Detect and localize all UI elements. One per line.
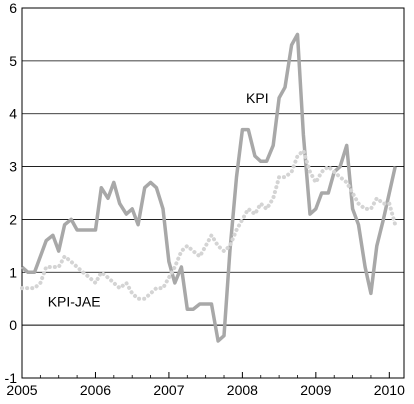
series-line-kpi-jae: [20, 148, 398, 301]
x-tick-label: 2006: [80, 382, 111, 398]
x-tick-label: 2010: [374, 382, 405, 398]
y-tick-label: 4: [9, 106, 17, 122]
x-tick-label: 2009: [300, 382, 331, 398]
y-tick-label: 0: [9, 317, 17, 333]
grid-lines: [22, 7, 404, 379]
y-tick-label: 1: [9, 264, 17, 280]
y-tick-label: -1: [5, 370, 18, 386]
series-annotation-kpi: KPI: [246, 90, 269, 106]
x-tick-labels: 2005 2006 2007 2008 2009 2010: [6, 382, 405, 398]
plot-frame: [21, 7, 405, 379]
series-annotation-kpi-jae: KPI-JAE: [48, 294, 101, 310]
x-tick-label: 2008: [227, 382, 258, 398]
y-tick-labels: -1 0 1 2 3 4 5 6: [5, 0, 18, 386]
x-tick-label: 2005: [6, 382, 37, 398]
series-line-kpi: [20, 32, 397, 343]
series-annotations: KPI KPI-JAE: [48, 90, 269, 310]
series-lines: [20, 32, 398, 343]
y-tick-label: 2: [9, 211, 17, 227]
y-tick-label: 6: [9, 0, 17, 16]
y-tick-label: 3: [9, 159, 17, 175]
x-tick-label: 2007: [153, 382, 184, 398]
y-tick-label: 5: [9, 53, 17, 69]
axes: [21, 7, 405, 379]
